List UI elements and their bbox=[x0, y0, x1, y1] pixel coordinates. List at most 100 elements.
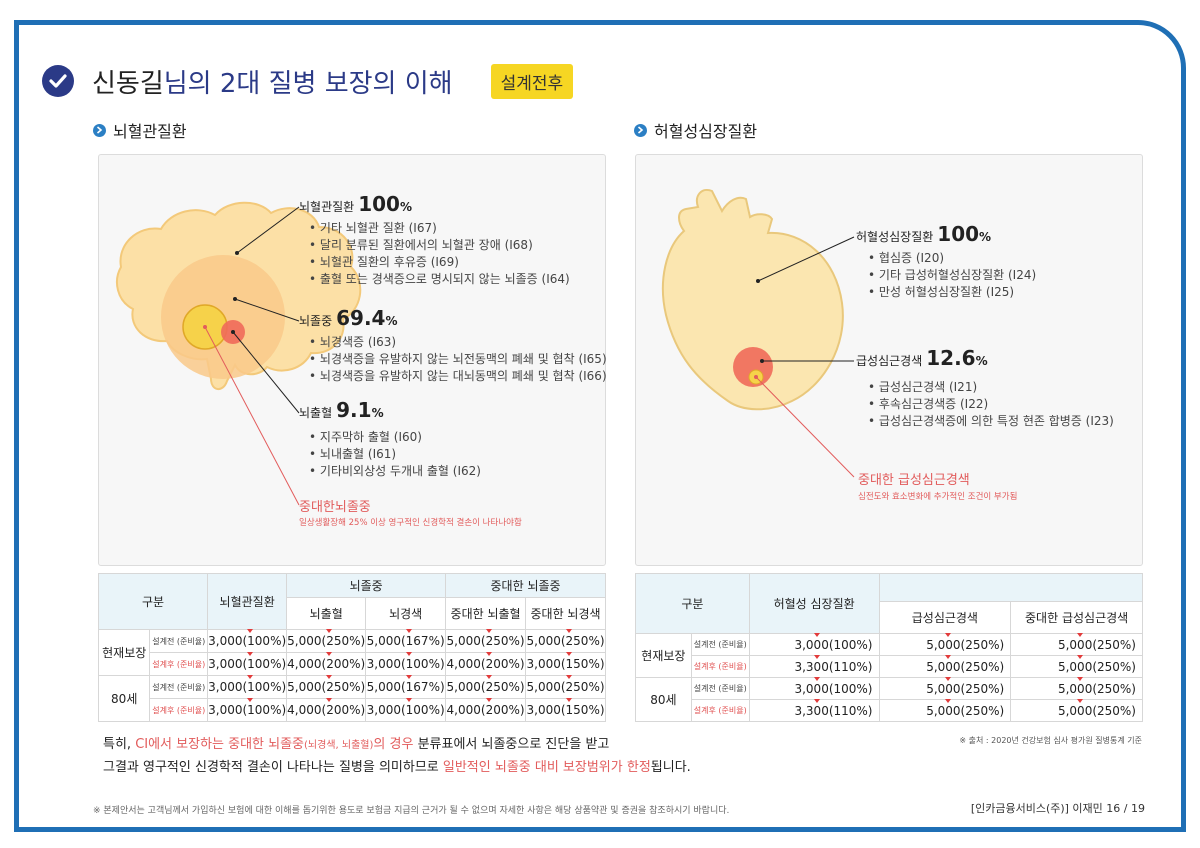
change-marker-icon bbox=[565, 675, 572, 679]
change-marker-icon bbox=[814, 699, 821, 703]
chevron-right-icon bbox=[93, 123, 106, 137]
group-stroke: 뇌졸중 69.4% • 뇌경색증 (I63) • 뇌경색증을 유발하지 않는 뇌전… bbox=[299, 306, 607, 383]
page-title: 신동길님의 2대 질병 보장의 이해 bbox=[92, 63, 453, 100]
svg-text:• 기타 급성허혈성심장질환 (I24): • 기타 급성허혈성심장질환 (I24) bbox=[868, 268, 1036, 282]
brain-panel: 뇌혈관질환 100% • 기타 뇌혈관 질환 (I67) • 달리 분류된 질환에… bbox=[98, 154, 607, 566]
heart-panel: 허혈성심장질환 100% • 협심증 (I20) • 기타 급성허혈성심장질환 (… bbox=[635, 154, 1143, 566]
title-suffix: 님의 2대 질병 보장의 이해 bbox=[163, 68, 453, 99]
svg-text:• 달리 분류된 질환에서의 뇌혈관 장애 (I68): • 달리 분류된 질환에서의 뇌혈관 장애 (I68) bbox=[309, 238, 533, 252]
header-severe-infarction: 중대한 뇌경색 bbox=[525, 597, 606, 630]
footer-disclaimer: ※ 본제안서는 고객님께서 가입하신 보험에 대한 이해를 돕기위한 용도로 보… bbox=[93, 806, 730, 816]
change-marker-icon bbox=[405, 675, 412, 679]
table-row: 현재보장 설계전 (준비율) 3,000(100%) 5,000(250%) 5… bbox=[635, 633, 1143, 678]
change-marker-icon bbox=[247, 675, 254, 679]
change-marker-icon bbox=[944, 655, 951, 659]
explanation-note: 특히, CI에서 보장하는 중대한 뇌졸중(뇌경색, 뇌출혈)의 경우 분류표에… bbox=[103, 737, 691, 775]
svg-text:• 협심증 (I20): • 협심증 (I20) bbox=[868, 251, 944, 265]
table-row: 현재보장 설계전 (준비율) 3,000(100%) 5,000(250%) 5… bbox=[97, 629, 606, 676]
header-gubun: 구분 bbox=[635, 573, 750, 634]
change-marker-icon bbox=[944, 699, 951, 703]
section-right-title: 허혈성심장질환 bbox=[634, 118, 757, 142]
group-ischemic: 허혈성심장질환 100% • 협심증 (I20) • 기타 급성허혈성심장질환 (… bbox=[856, 222, 1036, 299]
section-left-label: 뇌혈관질환 bbox=[113, 122, 187, 141]
svg-text:• 뇌경색증 (I63): • 뇌경색증 (I63) bbox=[309, 335, 396, 349]
change-marker-icon bbox=[814, 655, 821, 659]
header-infarction: 뇌경색 bbox=[365, 597, 447, 630]
change-marker-icon bbox=[247, 698, 254, 702]
header: 신동길님의 2대 질병 보장의 이해 설계전후 bbox=[42, 62, 574, 100]
svg-text:• 뇌경색증을 유발하지 않는 대뇌동맥의 폐쇄 및 협착: • 뇌경색증을 유발하지 않는 대뇌동맥의 폐쇄 및 협착 (I66) bbox=[309, 369, 607, 383]
svg-text:• 뇌혈관 질환의 후유증 (I69): • 뇌혈관 질환의 후유증 (I69) bbox=[309, 255, 459, 269]
header-cerebro: 뇌혈관질환 bbox=[207, 573, 288, 630]
svg-text:• 기타 뇌혈관 질환 (I67): • 기타 뇌혈관 질환 (I67) bbox=[309, 221, 437, 235]
table-row: 설계후 (준비율) 3,300(110%) 5,000(250%) 5,000(… bbox=[636, 699, 1143, 722]
chevron-right-icon bbox=[634, 123, 647, 137]
change-marker-icon bbox=[1076, 699, 1083, 703]
header-ischemic: 허혈성 심장질환 bbox=[748, 573, 880, 634]
footer-company: [인카금융서비스(주)] 이재민 16 / 19 bbox=[970, 802, 1145, 815]
svg-text:• 후속심근경색증 (I22): • 후속심근경색증 (I22) bbox=[868, 397, 988, 411]
customer-name: 신동길 bbox=[92, 68, 164, 99]
change-marker-icon bbox=[1076, 633, 1083, 637]
header-stroke: 뇌졸중 bbox=[286, 573, 447, 598]
change-marker-icon bbox=[565, 629, 572, 633]
source-note: ※ 출처 : 2020년 건강보험 심사 평가원 질병통계 기준 bbox=[959, 736, 1142, 745]
table-row: 80세 설계전 (준비율) 3,000(100%) 5,000(250%) 5,… bbox=[635, 677, 1143, 722]
svg-text:• 지주막하 출혈 (I60): • 지주막하 출혈 (I60) bbox=[309, 430, 422, 444]
group-mi: 급성심근경색 12.6% • 급성심근경색 (I21) • 후속심근경색증 (I2… bbox=[856, 346, 1114, 428]
table-row: 설계후 (준비율) 3,300(110%) 5,000(250%) 5,000(… bbox=[636, 655, 1143, 678]
severe-mi-desc: 심전도와 효소변화에 추가적인 조건이 부가됨 bbox=[858, 491, 1017, 502]
header-severe-hemorrhage: 중대한 뇌출혈 bbox=[445, 597, 527, 630]
page-number: 16 / 19 bbox=[1106, 802, 1145, 815]
change-marker-icon bbox=[814, 677, 821, 681]
heart-illustration bbox=[661, 189, 844, 411]
table-row: 설계후 (준비율) 3,000(100%) 4,000(200%) 3,000(… bbox=[99, 652, 606, 676]
change-marker-icon bbox=[485, 698, 492, 702]
header-gubun: 구분 bbox=[97, 573, 209, 630]
coverage-table-left: 구분 뇌혈관질환 뇌졸중 중대한 뇌졸중 뇌출혈 뇌경색 중대한 뇌출혈 중대한… bbox=[97, 573, 606, 722]
change-marker-icon bbox=[485, 629, 492, 633]
check-icon bbox=[42, 65, 74, 97]
change-marker-icon bbox=[1076, 655, 1083, 659]
svg-text:• 뇌내출혈 (I61): • 뇌내출혈 (I61) bbox=[309, 447, 396, 461]
change-marker-icon bbox=[326, 675, 333, 679]
severe-stroke-title: 중대한뇌졸중 bbox=[299, 500, 371, 515]
section-right-label: 허혈성심장질환 bbox=[654, 122, 758, 141]
coverage-table-right: 구분 허혈성 심장질환 급성심근경색 중대한 급성심근경색 현재보장 설계전 (… bbox=[635, 573, 1143, 722]
change-marker-icon bbox=[405, 698, 412, 702]
change-marker-icon bbox=[405, 629, 412, 633]
change-marker-icon bbox=[944, 677, 951, 681]
table-row: 설계후 (준비율) 3,000(100%) 4,000(200%) 3,000(… bbox=[99, 698, 606, 722]
group-hemorrhage: 뇌출혈 9.1% • 지주막하 출혈 (I60) • 뇌내출혈 (I61) • 기… bbox=[299, 398, 481, 478]
change-marker-icon bbox=[485, 652, 492, 656]
change-marker-icon bbox=[944, 633, 951, 637]
change-marker-icon bbox=[485, 675, 492, 679]
svg-text:• 만성 허혈성심장질환 (I25): • 만성 허혈성심장질환 (I25) bbox=[868, 285, 1014, 299]
change-marker-icon bbox=[247, 652, 254, 656]
change-marker-icon bbox=[326, 698, 333, 702]
header-severe-stroke: 중대한 뇌졸중 bbox=[445, 573, 606, 598]
svg-text:• 뇌경색증을 유발하지 않는 뇌전동맥의 폐쇄 및 협착: • 뇌경색증을 유발하지 않는 뇌전동맥의 폐쇄 및 협착 (I65) bbox=[309, 352, 607, 366]
header-mi: 급성심근경색 bbox=[878, 601, 1012, 634]
svg-text:• 급성심근경색 (I21): • 급성심근경색 (I21) bbox=[868, 380, 977, 394]
group-cerebrovascular: 뇌혈관질환 100% • 기타 뇌혈관 질환 (I67) • 달리 분류된 질환에… bbox=[299, 192, 570, 286]
change-marker-icon bbox=[1076, 677, 1083, 681]
severe-stroke-desc: 일상생활장해 25% 이상 영구적인 신경학적 결손이 나타나야함 bbox=[299, 517, 522, 528]
change-marker-icon bbox=[326, 629, 333, 633]
svg-text:• 기타비외상성 두개내 출혈 (I62): • 기타비외상성 두개내 출혈 (I62) bbox=[309, 464, 481, 478]
change-marker-icon bbox=[405, 652, 412, 656]
change-marker-icon bbox=[814, 633, 821, 637]
table-row: 80세 설계전 (준비율) 3,000(100%) 5,000(250%) 5,… bbox=[97, 675, 606, 722]
svg-text:• 출혈 또는 경색증으로 명시되지 않는 뇌졸증 (I64: • 출혈 또는 경색증으로 명시되지 않는 뇌졸증 (I64) bbox=[309, 272, 570, 286]
header-severe-mi: 중대한 급성심근경색 bbox=[1010, 601, 1143, 634]
design-badge: 설계전후 bbox=[490, 63, 574, 99]
svg-text:• 급성심근경색증에 의한 특정 현존 합병증 (I23): • 급성심근경색증에 의한 특정 현존 합병증 (I23) bbox=[868, 414, 1114, 428]
change-marker-icon bbox=[565, 698, 572, 702]
change-marker-icon bbox=[247, 629, 254, 633]
brain-illustration bbox=[116, 201, 362, 390]
